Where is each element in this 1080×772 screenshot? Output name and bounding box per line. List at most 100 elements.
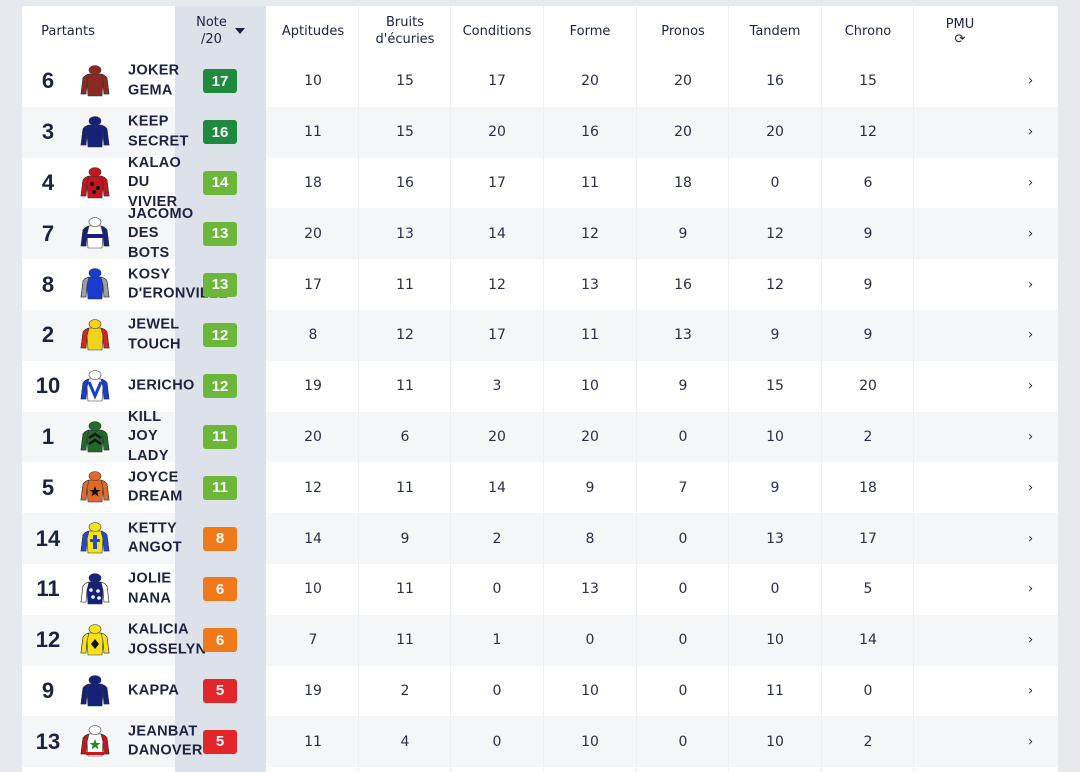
horse-number: 11 [36,576,60,602]
score-cell: 3 [492,378,502,395]
horse-number: 1 [41,423,55,449]
score-cell: 17 [859,530,877,547]
score-cell: 15 [859,73,877,90]
header-col-label: Bruits [386,15,424,30]
horse-name[interactable]: JOKER GEMA [128,62,180,99]
score-cell: 9 [863,327,873,344]
horse-name[interactable]: JERICHO [128,377,195,394]
score-cell: 11 [396,479,414,496]
table-row[interactable]: 10 JERICHO 12 19 11 3 10 9 15 20 › [22,361,1058,412]
horse-name[interactable]: JEWEL TOUCH [128,316,181,353]
header-col-label: Conditions [462,23,532,39]
header-col-6[interactable]: Chrono [822,6,914,56]
header-col-5[interactable]: Tandem [729,6,821,56]
table-row[interactable]: 12 KALICIA JOSSELYN 6 7 11 1 0 0 10 14 › [22,614,1058,666]
horse-name[interactable]: KEEP SECRET [128,113,189,150]
row-chevron-right-icon[interactable]: › [1028,581,1034,597]
note-badge: 11 [203,424,237,449]
horse-name[interactable]: KILL JOY LADY [128,408,169,464]
table-row[interactable]: 7 JACOMO DES BOTS 13 20 13 14 12 9 12 9 › [22,206,1058,261]
table-row[interactable]: 1 KILL JOY LADY 11 20 6 20 20 0 10 2 › [22,409,1058,464]
header-col-label: Chrono [844,23,892,39]
score-cell: 20 [859,378,877,395]
score-cell: 11 [304,124,322,141]
table-row[interactable]: 6 JOKER GEMA 17 10 15 17 20 20 16 15 › [22,56,1058,107]
horse-name[interactable]: JACOMO DES BOTS [128,205,194,261]
score-cell: 2 [492,530,502,547]
score-cell: 10 [304,73,322,90]
row-chevron-right-icon[interactable]: › [1028,327,1034,343]
refresh-icon: ⟳ [954,32,966,47]
score-cell: 17 [488,174,506,191]
row-chevron-right-icon[interactable]: › [1028,175,1034,191]
horse-name[interactable]: KETTY ANGOT [128,520,182,556]
horse-name[interactable]: KAPPA [128,682,180,699]
horse-name[interactable]: KOSY D'ERONVILLE [128,266,229,302]
header-note-sort[interactable]: Note /20 [175,6,266,56]
score-cell: 15 [766,378,784,395]
table-row[interactable]: 14 KETTY ANGOT 8 14 9 2 8 0 13 17 › [22,513,1058,564]
note-badge: 17 [203,69,237,94]
header-col-4[interactable]: Pronos [637,6,729,56]
row-chevron-right-icon[interactable]: › [1028,480,1034,496]
score-cell: 0 [585,632,595,649]
note-badge: 8 [203,526,237,551]
score-cell: 20 [581,73,599,90]
row-stripe [266,310,1058,361]
row-chevron-right-icon[interactable]: › [1028,277,1034,293]
horse-number: 10 [35,373,61,399]
row-chevron-right-icon[interactable]: › [1028,683,1034,699]
score-cell: 15 [396,124,414,141]
table-row[interactable]: 9 KAPPA 5 19 2 0 10 0 11 0 › [22,666,1058,717]
header-col-7[interactable]: PMU ⟳ [914,6,1006,56]
score-cell: 9 [863,225,873,242]
score-cell: 20 [674,124,692,141]
jockey-silk-icon [78,674,112,708]
table-row[interactable]: 13 JEANBAT DANOVER 5 11 4 0 10 0 10 2 › [22,716,1058,768]
row-chevron-right-icon[interactable]: › [1028,73,1034,89]
row-chevron-right-icon[interactable]: › [1028,429,1034,445]
jockey-silk-icon [78,470,112,504]
row-chevron-right-icon[interactable]: › [1028,124,1034,140]
jockey-silk-icon [78,724,112,758]
score-cell: 0 [678,733,688,750]
header-col-3[interactable]: Forme [544,6,636,56]
jockey-silk-icon [78,318,112,352]
row-chevron-right-icon[interactable]: › [1028,378,1034,394]
note-badge: 11 [203,475,237,500]
table-row[interactable]: 3 KEEP SECRET 16 11 15 20 16 20 20 12 › [22,106,1058,158]
header-col-label: Aptitudes [281,23,345,39]
score-cell: 9 [400,530,410,547]
horse-name[interactable]: JOLIE NANA [128,570,172,607]
score-cell: 2 [863,428,873,445]
score-cell: 9 [678,378,688,395]
table-row[interactable]: 8 KOSY D'ERONVILLE 13 17 11 12 13 16 12 9 › [22,259,1058,310]
score-cell: 9 [770,327,780,344]
header-col-0[interactable]: Aptitudes [267,6,359,56]
horse-number: 4 [41,169,55,195]
horse-name[interactable]: KALAO DU VIVIER [128,154,182,210]
row-chevron-right-icon[interactable]: › [1028,632,1034,648]
score-cell: 11 [396,632,414,649]
row-chevron-right-icon[interactable]: › [1028,531,1034,547]
score-cell: 11 [396,378,414,395]
horse-name[interactable]: JEANBAT DANOVER [128,723,203,759]
horse-name[interactable]: KALICIA JOSSELYN [128,621,207,658]
table-row[interactable]: 11 JOLIE NANA 6 10 11 0 13 0 0 5 › [22,564,1058,615]
table-row[interactable]: 4 KALAO DU VIVIER 14 18 16 17 11 18 0 6 › [22,155,1058,210]
row-stripe [266,106,1058,158]
header-col-1[interactable]: Bruits d'écuries [359,6,451,56]
horse-number: 5 [41,474,55,500]
row-chevron-right-icon[interactable]: › [1028,734,1034,750]
score-cell: 20 [488,428,506,445]
horse-name[interactable]: JOYCE DREAM [128,469,183,505]
table-row[interactable]: 2 JEWEL TOUCH 12 8 12 17 11 13 9 9 › [22,310,1058,361]
jockey-silk-icon [78,115,112,149]
note-badge: 5 [203,729,237,754]
jockey-silk-icon [78,64,112,98]
header-col-2[interactable]: Conditions [451,6,543,56]
horse-number: 6 [41,68,55,94]
score-cell: 19 [304,378,322,395]
row-chevron-right-icon[interactable]: › [1028,226,1034,242]
table-row[interactable]: 5 JOYCE DREAM 11 12 11 14 9 7 9 18 › [22,462,1058,513]
